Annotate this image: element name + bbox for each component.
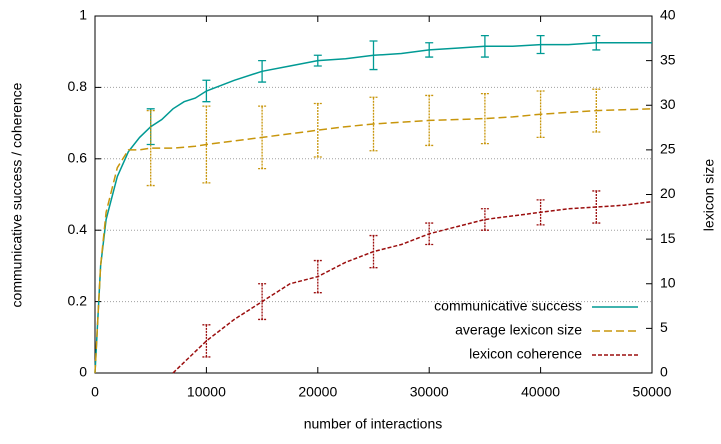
- y2-tick-label: 0: [660, 364, 668, 380]
- x-axis-label: number of interactions: [304, 416, 443, 432]
- y-tick-label: 0.6: [68, 150, 88, 166]
- error-bar: [592, 190, 601, 224]
- y2-tick-label: 25: [660, 141, 676, 157]
- error-bar: [369, 234, 378, 269]
- series-line: [94, 42, 652, 374]
- error-bar: [313, 259, 322, 294]
- y2-tick-label: 40: [660, 7, 676, 23]
- error-bar: [258, 283, 267, 321]
- error-bar: [592, 34, 601, 51]
- error-bar: [592, 88, 601, 133]
- y2-axis-label: lexicon size: [701, 159, 717, 232]
- error-bar: [480, 92, 489, 145]
- legend-label: lexicon coherence: [469, 346, 582, 362]
- y2-tick-label: 10: [660, 274, 676, 290]
- error-bar: [313, 102, 322, 158]
- error-bar: [536, 90, 545, 139]
- y2-tick-label: 35: [660, 51, 676, 67]
- error-bar: [425, 94, 434, 147]
- error-bar: [480, 34, 489, 58]
- legend-label: average lexicon size: [455, 322, 582, 338]
- error-bar: [202, 105, 211, 184]
- series-line: [94, 108, 653, 374]
- x-tick-label: 40000: [521, 384, 560, 400]
- y-tick-label: 0.2: [68, 292, 88, 308]
- x-tick-label: 30000: [410, 384, 449, 400]
- error-bar: [258, 59, 267, 83]
- error-bar: [536, 34, 545, 55]
- y-tick-label: 0.4: [68, 221, 88, 237]
- x-tick-label: 0: [91, 384, 99, 400]
- error-bar: [480, 208, 489, 231]
- error-bar: [369, 96, 378, 152]
- error-bar: [425, 42, 434, 58]
- x-tick-label: 20000: [298, 384, 337, 400]
- y-tick-label: 1: [79, 7, 87, 23]
- y2-tick-label: 30: [660, 96, 676, 112]
- series-line: [172, 200, 653, 374]
- y2-tick-label: 15: [660, 230, 676, 246]
- legend-label: communicative success: [434, 298, 582, 314]
- y2-tick-label: 5: [660, 319, 668, 335]
- y-tick-label: 0: [79, 364, 87, 380]
- plot-frame: [94, 15, 653, 374]
- error-bar: [146, 109, 155, 187]
- error-bar: [313, 54, 322, 67]
- y-tick-label: 0.8: [68, 78, 88, 94]
- error-bar: [202, 324, 211, 358]
- error-bar: [202, 79, 211, 103]
- error-bar: [536, 199, 545, 226]
- x-tick-label: 50000: [633, 384, 672, 400]
- x-tick-label: 10000: [187, 384, 226, 400]
- error-bar: [425, 222, 434, 246]
- error-bar: [258, 105, 267, 170]
- error-bar: [369, 40, 378, 71]
- y2-tick-label: 20: [660, 185, 676, 201]
- y-axis-label: communicative success / coherence: [9, 82, 25, 307]
